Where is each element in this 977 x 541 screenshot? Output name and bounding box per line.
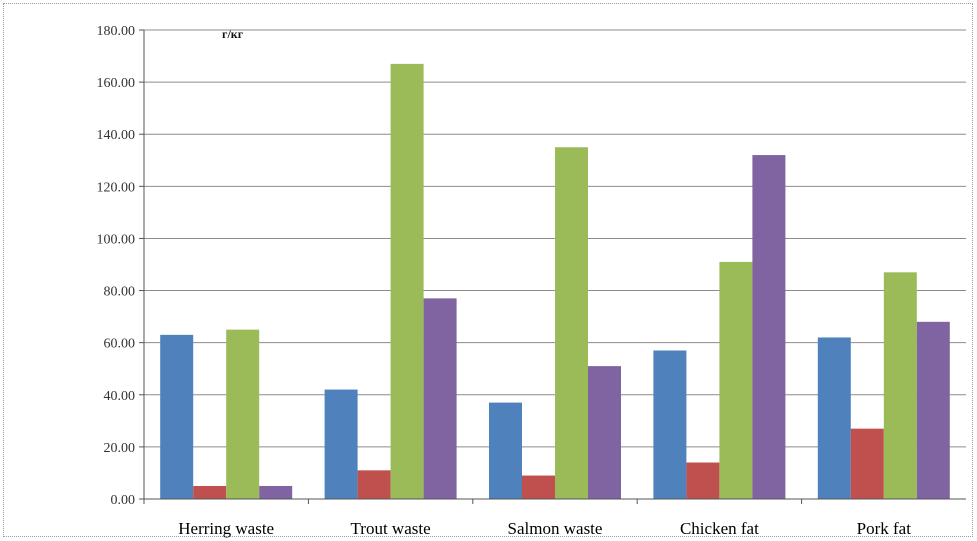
bar-salmon-waste-series-3 (555, 147, 588, 499)
x-category-label: Chicken fat (680, 519, 759, 538)
bar-salmon-waste-series-4 (588, 366, 621, 499)
axes (139, 29, 966, 504)
x-category-label: Herring waste (178, 519, 274, 538)
unit-label: г/кг (222, 27, 244, 41)
bar-chicken-fat-series-2 (686, 462, 720, 499)
x-category-label: Trout waste (351, 519, 431, 538)
bar-pork-fat-series-3 (883, 272, 917, 499)
y-tick-label: 20.00 (104, 441, 136, 456)
bar-chicken-fat-series-4 (752, 155, 786, 500)
chart-frame: 0.00 20.00 40.00 60.00 80.00 100.00 120.00 140.… (3, 3, 973, 538)
bar-pork-fat-series-1 (817, 337, 851, 499)
y-tick-label: 140.00 (97, 128, 136, 143)
y-tick-label: 0.00 (111, 493, 136, 508)
bar-herring-waste-series-2 (193, 485, 227, 499)
labels: 0.00 20.00 40.00 60.00 80.00 100.00 120.00 140.… (97, 24, 912, 538)
y-tick-label: 100.00 (97, 232, 136, 247)
y-tick-label: 60.00 (104, 337, 136, 352)
y-tick-label: 180.00 (97, 24, 136, 39)
bar-trout-waste-series-4 (423, 298, 457, 499)
y-tick-label: 80.00 (104, 285, 136, 300)
bar-pork-fat-series-4 (916, 321, 950, 499)
bar-herring-waste-series-1 (160, 334, 194, 499)
y-tick-label: 40.00 (104, 389, 136, 404)
bar-chicken-fat-series-3 (719, 261, 753, 499)
bar-chicken-fat-series-1 (653, 350, 687, 499)
bar-salmon-waste-series-1 (489, 402, 522, 499)
bar-pork-fat-series-2 (850, 428, 884, 499)
bar-salmon-waste-series-2 (522, 475, 555, 499)
bar-trout-waste-series-1 (324, 389, 358, 499)
y-tick-label: 120.00 (97, 180, 136, 195)
x-category-label: Salmon waste (508, 519, 603, 538)
bar-herring-waste-series-4 (259, 485, 293, 499)
bar-herring-waste-series-3 (226, 329, 260, 499)
bars (160, 63, 950, 500)
bar-trout-waste-series-2 (357, 470, 391, 499)
bar-trout-waste-series-3 (390, 63, 424, 499)
y-tick-label: 160.00 (97, 76, 136, 91)
x-category-label: Pork fat (857, 519, 912, 538)
bar-chart: 0.00 20.00 40.00 60.00 80.00 100.00 120.00 140.… (97, 24, 966, 538)
